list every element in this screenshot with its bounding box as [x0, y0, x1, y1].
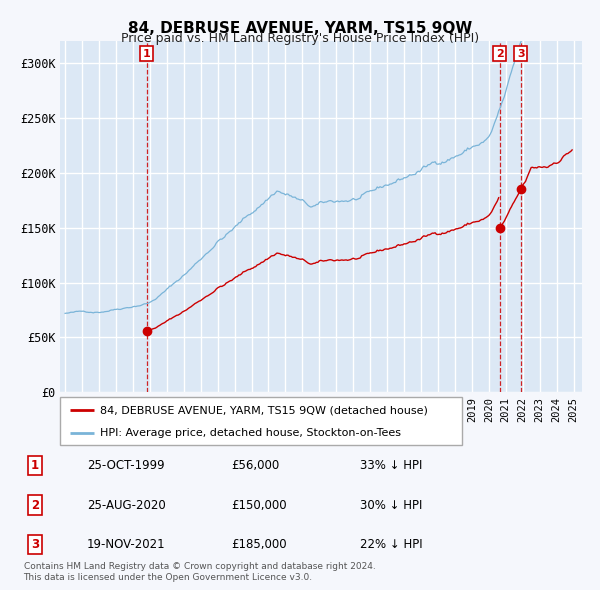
Text: 25-OCT-1999: 25-OCT-1999 [87, 459, 164, 472]
Text: 25-AUG-2020: 25-AUG-2020 [87, 499, 166, 512]
Text: 22% ↓ HPI: 22% ↓ HPI [361, 538, 423, 551]
Text: 3: 3 [517, 48, 524, 58]
Text: 3: 3 [31, 538, 39, 551]
Text: 19-NOV-2021: 19-NOV-2021 [87, 538, 166, 551]
Text: 1: 1 [31, 459, 39, 472]
Text: HPI: Average price, detached house, Stockton-on-Tees: HPI: Average price, detached house, Stoc… [100, 428, 401, 438]
Text: 2: 2 [496, 48, 503, 58]
Text: 1: 1 [143, 48, 151, 58]
Text: 33% ↓ HPI: 33% ↓ HPI [361, 459, 423, 472]
FancyBboxPatch shape [60, 397, 462, 445]
Text: £185,000: £185,000 [231, 538, 287, 551]
Text: 30% ↓ HPI: 30% ↓ HPI [361, 499, 423, 512]
Text: £150,000: £150,000 [231, 499, 287, 512]
Text: 84, DEBRUSE AVENUE, YARM, TS15 9QW (detached house): 84, DEBRUSE AVENUE, YARM, TS15 9QW (deta… [100, 405, 428, 415]
Text: Price paid vs. HM Land Registry's House Price Index (HPI): Price paid vs. HM Land Registry's House … [121, 32, 479, 45]
Text: Contains HM Land Registry data © Crown copyright and database right 2024.
This d: Contains HM Land Registry data © Crown c… [23, 562, 375, 582]
Text: 2: 2 [31, 499, 39, 512]
Text: 84, DEBRUSE AVENUE, YARM, TS15 9QW: 84, DEBRUSE AVENUE, YARM, TS15 9QW [128, 21, 472, 35]
Text: £56,000: £56,000 [231, 459, 279, 472]
